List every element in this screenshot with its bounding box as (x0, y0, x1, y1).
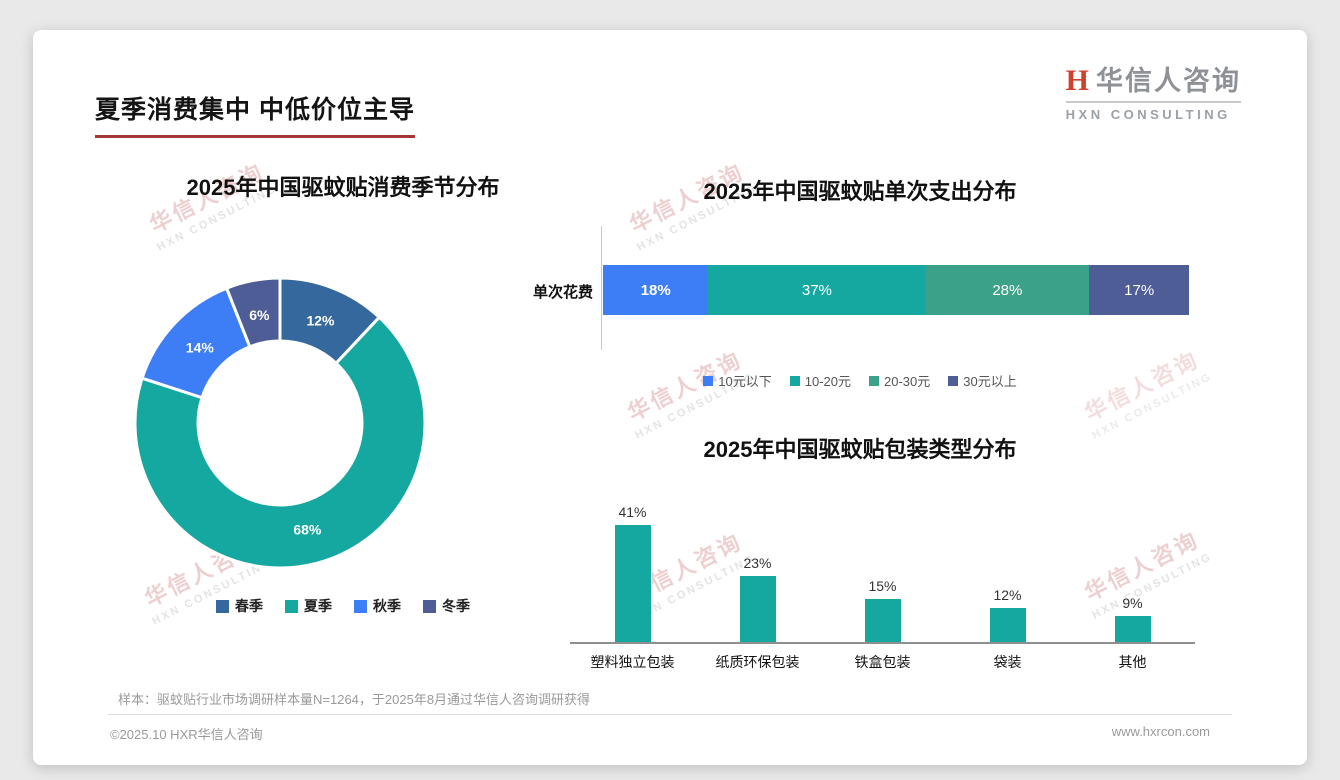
legend-label: 夏季 (304, 598, 332, 614)
legend-swatch (423, 599, 436, 613)
legend-label: 秋季 (373, 598, 401, 614)
packaging-category-labels: 塑料独立包装 纸质环保包装 铁盒包装 袋装 其他 (570, 652, 1195, 672)
legend-item-autumn: 秋季 (354, 596, 401, 616)
bar-column-袋装: 12% (945, 498, 1070, 642)
copyright-text: ©2025.10 HXR华信人咨询 (110, 727, 263, 742)
season-chart-title: 2025年中国驱蚊贴消费季节分布 (186, 175, 500, 200)
legend-swatch (354, 599, 367, 613)
category-label: 铁盒包装 (854, 654, 911, 670)
spend-segment-10-20元: 37% (708, 265, 926, 315)
season-legend: 春季 夏季 秋季 冬季 (83, 596, 603, 616)
category-label: 袋装 (993, 654, 1022, 670)
legend-swatch (285, 599, 298, 613)
bar-column-塑料独立包装: 41% (570, 498, 695, 642)
spend-chart-title: 2025年中国驱蚊贴单次支出分布 (703, 179, 1017, 204)
donut-value-label: 12% (306, 313, 335, 329)
legend-label: 10-20元 (804, 374, 851, 389)
footer-divider (108, 714, 1232, 715)
legend-swatch (948, 375, 959, 386)
legend-item-spring: 春季 (216, 596, 263, 616)
bar-value-label: 9% (1122, 595, 1143, 611)
logo-name: 华信人咨询 (1096, 65, 1241, 96)
packaging-chart-title: 2025年中国驱蚊贴包装类型分布 (703, 437, 1017, 462)
legend-label: 20-30元 (884, 374, 931, 389)
spend-segment-20-30元: 28% (925, 265, 1090, 315)
legend-item-winter: 冬季 (423, 596, 470, 616)
legend-item-10-20: 10-20元 (789, 371, 851, 390)
spend-segment-30元以上: 17% (1089, 265, 1189, 315)
donut-segment-夏季 (133, 315, 427, 570)
legend-label: 10元以下 (718, 374, 772, 389)
spend-legend: 10元以下 10-20元 20-30元 30元以上 (510, 371, 1210, 390)
bar-column-其他: 9% (1070, 498, 1195, 642)
spend-category-label: 单次花费 (532, 284, 593, 301)
logo-subtitle: HXN CONSULTING (1065, 107, 1231, 122)
company-logo: H 华信人咨询 HXN CONSULTING (1065, 64, 1241, 122)
legend-item-20-30: 20-30元 (869, 371, 930, 390)
legend-swatch (703, 375, 714, 386)
legend-item-over30: 30元以上 (948, 371, 1017, 390)
bar-value-label: 12% (993, 587, 1022, 603)
website-text: www.hxrcon.com (1111, 724, 1210, 739)
packaging-x-axis-line (570, 642, 1195, 644)
legend-label: 春季 (235, 598, 263, 614)
donut-value-label: 14% (186, 340, 215, 356)
bar (1114, 616, 1151, 642)
legend-label: 30元以上 (963, 374, 1017, 389)
logo-h-icon: H (1065, 64, 1089, 97)
bar-column-铁盒包装: 15% (820, 498, 945, 642)
report-card: 华信人咨询 HXN CONSULTING 华信人咨询 HXN CONSULTIN… (33, 30, 1307, 765)
sample-note: 样本：驱蚊贴行业市场调研样本量N=1264，于2025年8月通过华信人咨询调研获… (118, 692, 591, 707)
spend-y-axis-line (601, 226, 602, 350)
bar (614, 525, 651, 642)
legend-item-summer: 夏季 (285, 596, 332, 616)
legend-label: 冬季 (442, 598, 470, 614)
watermark: 华信人咨询 HXN CONSULTING (140, 152, 280, 254)
bar (739, 576, 776, 642)
legend-item-under10: 10元以下 (703, 371, 772, 390)
donut-value-label: 6% (249, 307, 270, 323)
packaging-bar-chart: 41% 23% 15% 12% 9% (570, 498, 1195, 642)
legend-swatch (869, 375, 879, 386)
bar-column-纸质环保包装: 23% (695, 498, 820, 642)
spend-stacked-bar: 18% 37% 28% 17% (603, 265, 1189, 315)
bar-value-label: 15% (868, 578, 897, 594)
donut-value-label: 68% (293, 522, 322, 538)
bar-value-label: 23% (743, 555, 772, 571)
spend-segment-10元以下: 18% (603, 265, 709, 315)
legend-swatch (789, 375, 800, 386)
watermark: 华信人咨询 HXN CONSULTING (618, 340, 758, 442)
donut-segment-冬季 (224, 276, 282, 349)
season-donut-chart: 12% 68% 14% 6% (133, 276, 427, 570)
bar-value-label: 41% (618, 504, 647, 520)
legend-swatch (216, 599, 229, 613)
bar (989, 608, 1026, 642)
category-label: 纸质环保包装 (715, 654, 800, 670)
page-title: 夏季消费集中 中低价位主导 (95, 90, 415, 138)
watermark: 华信人咨询 HXN CONSULTING (1075, 340, 1215, 442)
bar (864, 599, 901, 642)
category-label: 塑料独立包装 (590, 654, 675, 670)
category-label: 其他 (1118, 654, 1147, 670)
